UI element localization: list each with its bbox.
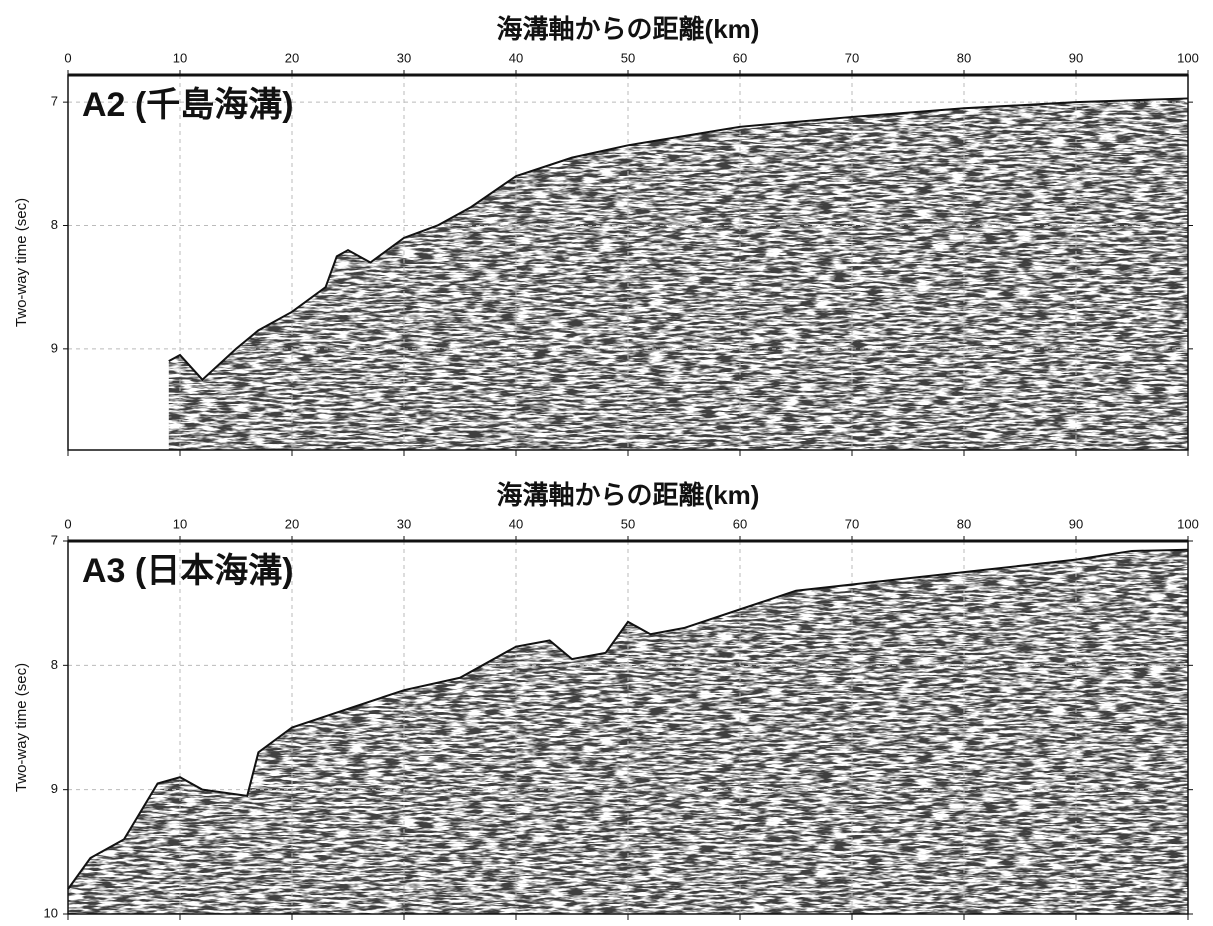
page: 0102030405060708090100789海溝軸からの距離(km)A2 … — [0, 0, 1213, 926]
x-tick-label: 80 — [957, 516, 971, 531]
x-tick-label: 10 — [173, 516, 187, 531]
x-tick-label: 90 — [1069, 50, 1083, 65]
y-tick-label: 9 — [51, 340, 58, 355]
x-tick-label: 40 — [509, 516, 523, 531]
x-tick-label: 0 — [64, 516, 71, 531]
x-tick-label: 60 — [733, 516, 747, 531]
x-tick-label: 70 — [845, 50, 859, 65]
chart: 0102030405060708090100789海溝軸からの距離(km)A2 … — [0, 0, 1213, 926]
x-tick-label: 50 — [621, 50, 635, 65]
chart-title: 海溝軸からの距離(km) — [497, 480, 760, 510]
x-tick-label: 60 — [733, 50, 747, 65]
chart-title: 海溝軸からの距離(km) — [497, 14, 760, 44]
y-tick-label: 10 — [44, 905, 58, 920]
x-tick-label: 80 — [957, 50, 971, 65]
y-tick-label: 8 — [51, 217, 58, 232]
y-tick-label: 7 — [51, 94, 58, 109]
y-axis-label: Two-way time (sec) — [13, 663, 30, 792]
x-tick-label: 30 — [397, 50, 411, 65]
y-tick-label: 9 — [51, 781, 58, 796]
x-tick-label: 20 — [285, 50, 299, 65]
x-tick-label: 100 — [1177, 516, 1199, 531]
y-axis-label: Two-way time (sec) — [13, 198, 30, 327]
x-tick-label: 30 — [397, 516, 411, 531]
x-tick-label: 40 — [509, 50, 523, 65]
x-tick-label: 70 — [845, 516, 859, 531]
x-tick-label: 90 — [1069, 516, 1083, 531]
panel-label: A3 (日本海溝) — [82, 552, 294, 590]
y-tick-label: 8 — [51, 657, 58, 672]
x-tick-label: 10 — [173, 50, 187, 65]
panel-label: A2 (千島海溝) — [82, 86, 294, 124]
x-tick-label: 20 — [285, 516, 299, 531]
y-tick-label: 7 — [51, 532, 58, 547]
x-tick-label: 50 — [621, 516, 635, 531]
x-tick-label: 0 — [64, 50, 71, 65]
x-tick-label: 100 — [1177, 50, 1199, 65]
